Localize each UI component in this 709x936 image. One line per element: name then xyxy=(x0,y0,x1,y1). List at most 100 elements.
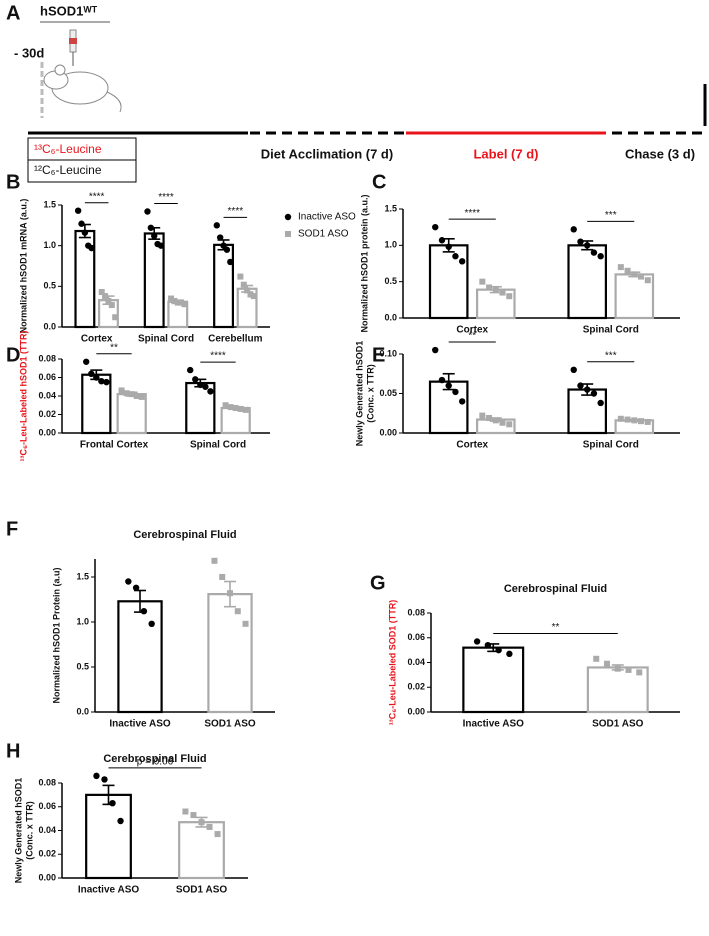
data-point xyxy=(492,417,499,424)
y-tick-label: 0.10 xyxy=(379,348,397,358)
data-point xyxy=(178,299,185,306)
data-point xyxy=(102,293,109,300)
panel-letter: H xyxy=(6,740,20,762)
data-point xyxy=(81,229,89,236)
x-tick-label: Spinal Cord xyxy=(583,440,639,451)
data-point xyxy=(216,234,224,241)
data-point xyxy=(237,405,244,412)
x-tick-label: Spinal Cord xyxy=(190,440,246,451)
data-point xyxy=(227,590,233,597)
data-point xyxy=(223,246,231,253)
data-point xyxy=(138,393,145,400)
y-tick-label: 1.0 xyxy=(76,616,89,626)
y-tick-label: 0.00 xyxy=(379,427,397,437)
chart-title: Cerebrospinal Fluid xyxy=(133,529,236,541)
data-point xyxy=(244,287,251,294)
y-axis-label: (Conc. x TTR) xyxy=(365,364,375,423)
y-tick-label: 0.02 xyxy=(38,409,56,419)
data-point xyxy=(88,244,95,252)
significance-label: ** xyxy=(110,342,118,353)
chart-title: Cerebrospinal Fluid xyxy=(103,753,206,765)
data-point xyxy=(105,297,112,304)
phase-label: Chase (3 d) xyxy=(625,146,695,161)
data-point xyxy=(237,273,244,280)
data-point xyxy=(93,772,100,780)
time-point: - 30d xyxy=(14,45,44,60)
diet-box xyxy=(27,137,137,183)
data-point xyxy=(597,253,604,260)
y-tick-label: 0.0 xyxy=(384,312,397,322)
data-point xyxy=(83,358,90,365)
significance-label: *** xyxy=(605,210,617,221)
y-tick-label: 0.06 xyxy=(38,372,56,382)
significance-label: ** xyxy=(468,331,476,342)
x-tick-label: Cortex xyxy=(456,325,488,336)
data-point xyxy=(101,776,108,783)
significance-label: **** xyxy=(210,351,226,362)
x-tick-label: Inactive ASO xyxy=(463,719,525,730)
data-point xyxy=(486,414,493,421)
data-point xyxy=(624,416,631,423)
data-point xyxy=(133,393,140,399)
data-point xyxy=(250,293,257,300)
data-point xyxy=(202,383,209,390)
data-point xyxy=(631,271,638,278)
data-point xyxy=(617,264,624,271)
x-tick-label: SOD1 ASO xyxy=(204,719,256,730)
data-point xyxy=(125,578,132,585)
y-tick-label: 1.0 xyxy=(384,240,397,250)
legend-light: ¹²C₆-Leucine xyxy=(34,163,102,177)
y-tick-label: 0.5 xyxy=(43,281,56,291)
y-tick-label: 0.08 xyxy=(407,607,425,617)
y-tick-label: 0.5 xyxy=(384,276,397,286)
data-point xyxy=(147,224,155,231)
data-point xyxy=(638,418,645,425)
y-tick-label: 1.5 xyxy=(384,203,397,213)
data-point xyxy=(171,297,178,304)
y-tick-label: 0.02 xyxy=(407,682,425,692)
data-point xyxy=(590,249,598,256)
data-point xyxy=(577,238,584,245)
data-point xyxy=(181,301,188,308)
data-point xyxy=(108,302,115,309)
y-tick-label: 1.0 xyxy=(43,240,56,250)
data-point xyxy=(593,655,600,662)
data-point xyxy=(140,608,148,615)
data-point xyxy=(74,207,82,214)
y-tick-label: 0.00 xyxy=(38,427,56,437)
x-tick-label: Cerebellum xyxy=(208,334,263,345)
data-point xyxy=(222,402,229,409)
significance-label: p = 0.06 xyxy=(137,757,174,768)
data-point xyxy=(636,669,643,676)
x-tick-label: Inactive ASO xyxy=(78,885,140,896)
data-point xyxy=(93,374,100,381)
y-tick-label: 0.0 xyxy=(43,321,56,331)
data-point xyxy=(227,404,234,411)
bar xyxy=(85,793,132,880)
data-point xyxy=(242,406,249,413)
data-point xyxy=(247,291,254,298)
data-point xyxy=(479,278,486,285)
panel-letter: G xyxy=(370,572,386,594)
data-point xyxy=(285,231,291,237)
data-point xyxy=(432,223,439,231)
significance-label: *** xyxy=(605,350,617,361)
phase-label: Label (7 d) xyxy=(473,146,538,161)
data-point xyxy=(206,823,213,830)
data-point xyxy=(495,646,502,654)
y-tick-label: 1.5 xyxy=(43,199,56,209)
significance-label: **** xyxy=(228,206,244,217)
data-point xyxy=(644,418,651,425)
bar xyxy=(428,244,469,320)
panel-letter: C xyxy=(372,171,386,193)
data-point xyxy=(182,808,189,815)
data-point xyxy=(174,299,181,306)
y-tick-label: 0.0 xyxy=(76,706,89,716)
y-tick-label: 0.06 xyxy=(407,632,425,642)
significance-label: **** xyxy=(464,208,480,219)
data-point xyxy=(151,232,158,240)
y-tick-label: 0.04 xyxy=(38,825,56,835)
data-point xyxy=(198,819,205,826)
bar xyxy=(116,393,147,435)
bar xyxy=(213,243,235,329)
